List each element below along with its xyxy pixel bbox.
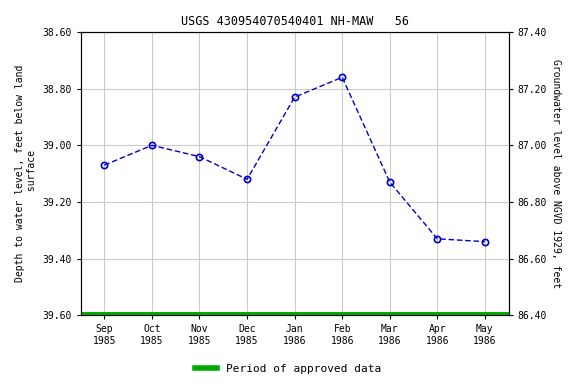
Y-axis label: Groundwater level above NGVD 1929, feet: Groundwater level above NGVD 1929, feet	[551, 59, 561, 288]
Y-axis label: Depth to water level, feet below land
 surface: Depth to water level, feet below land su…	[15, 65, 37, 282]
Title: USGS 430954070540401 NH-MAW   56: USGS 430954070540401 NH-MAW 56	[181, 15, 408, 28]
Legend: Period of approved data: Period of approved data	[191, 359, 385, 379]
